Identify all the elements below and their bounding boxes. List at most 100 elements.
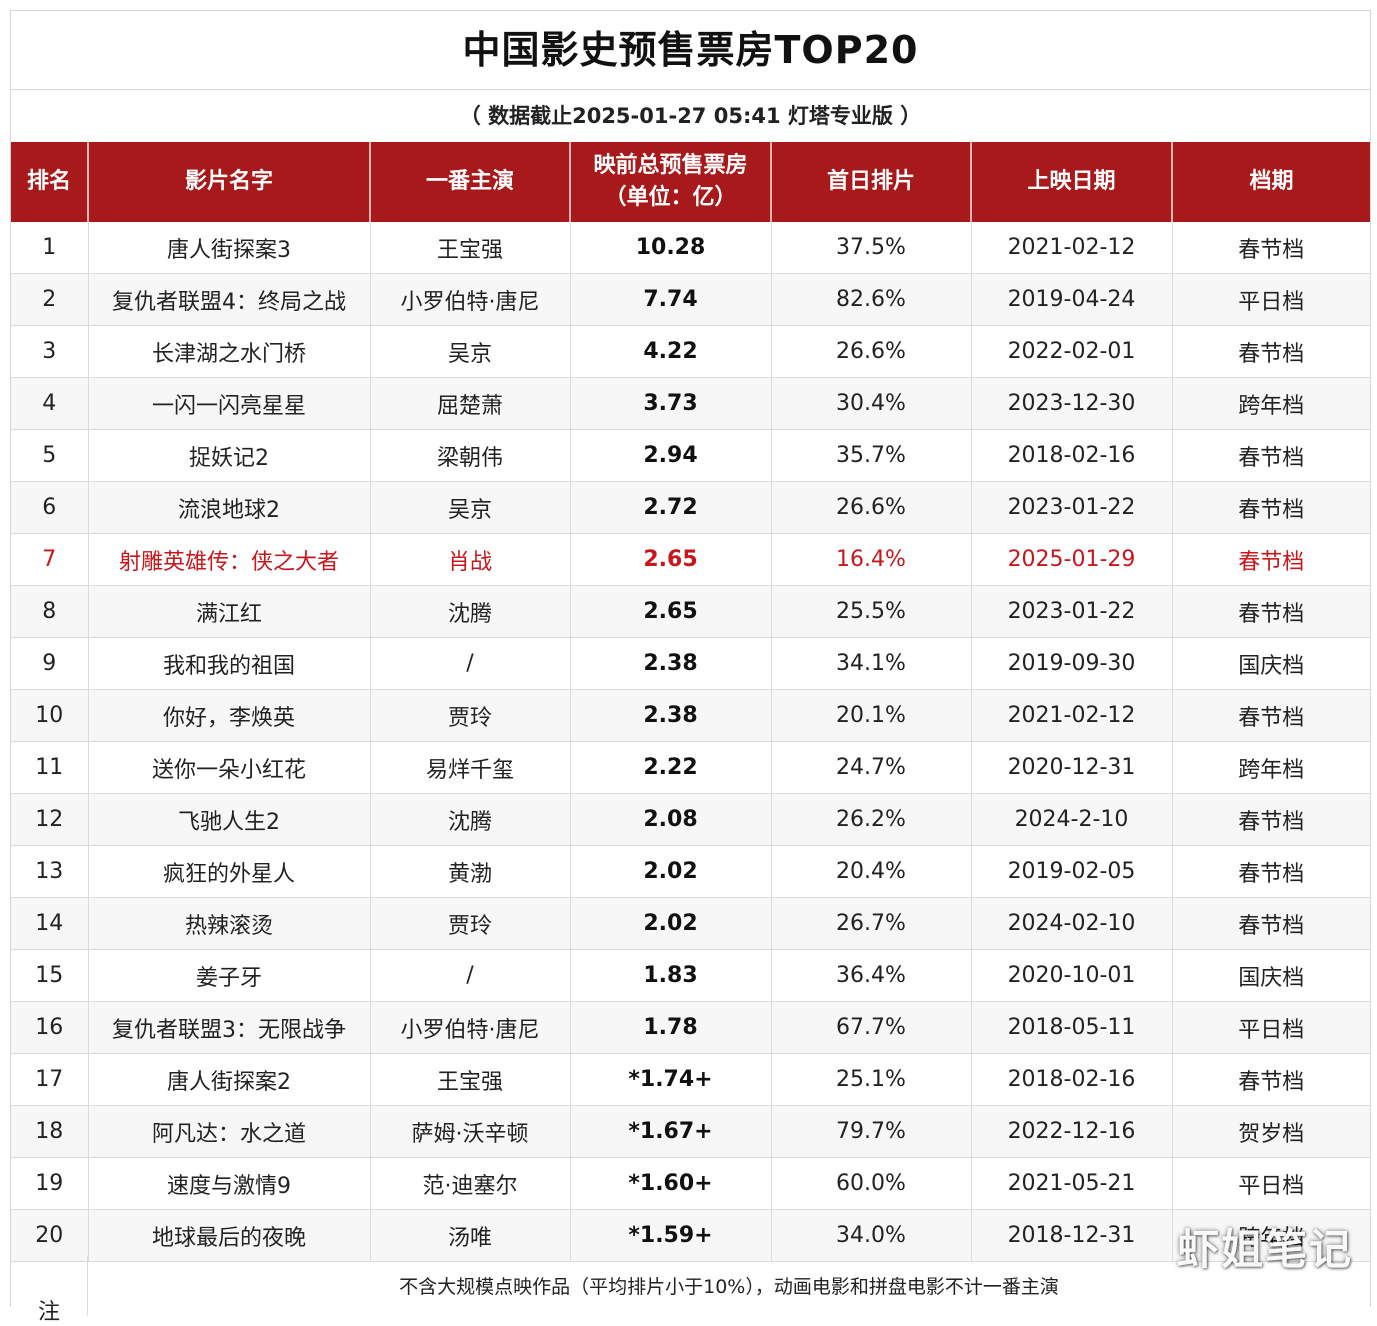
cell-lead-actor: 吴京 bbox=[370, 481, 571, 534]
cell-rank: 17 bbox=[11, 1053, 89, 1106]
cell-film-name: 唐人街探案2 bbox=[88, 1053, 371, 1106]
header-presale: 映前总预售票房 （单位：亿） bbox=[570, 142, 772, 222]
cell-lead-actor: 肖战 bbox=[370, 533, 571, 586]
cell-film-name: 飞驰人生2 bbox=[88, 793, 371, 846]
cell-presale: 2.65 bbox=[570, 585, 772, 638]
cell-rank: 18 bbox=[11, 1105, 89, 1158]
presale-ranking-table: 排名 影片名字 一番主演 映前总预售票房 （单位：亿） 首日排片 上映日期 档期… bbox=[11, 142, 1370, 1262]
table-row: 9 我和我的祖国/2.38 34.1% 2019-09-30 国庆档 bbox=[11, 637, 1370, 690]
table-row: 1 唐人街探案3 王宝强 10.28 37.5% 2021-02-12 春节档 bbox=[11, 222, 1370, 274]
cell-release-slot: 春节档 bbox=[1172, 897, 1370, 950]
cell-release-date: 2018-12-31 bbox=[971, 1209, 1173, 1262]
cell-presale: *1.59+ bbox=[570, 1209, 772, 1262]
cell-rank: 20 bbox=[11, 1209, 89, 1262]
cell-presale: 7.74 bbox=[570, 273, 772, 326]
header-lead-actor: 一番主演 bbox=[370, 142, 571, 222]
cell-presale: 2.38 bbox=[570, 689, 772, 742]
cell-release-slot: 春节档 bbox=[1172, 689, 1370, 742]
cell-first-day-share: 35.7% bbox=[771, 429, 972, 482]
cell-rank: 15 bbox=[11, 949, 89, 1002]
table-row: 5 捉妖记2 梁朝伟 2.94 35.7% 2018-02-16 春节档 bbox=[11, 429, 1370, 482]
cell-presale: 2.22 bbox=[570, 741, 772, 794]
cell-release-slot: 春节档 bbox=[1172, 1053, 1370, 1106]
cell-film-name: 地球最后的夜晚 bbox=[88, 1209, 371, 1262]
cell-rank: 12 bbox=[11, 793, 89, 846]
cell-first-day-share: 36.4% bbox=[771, 949, 972, 1002]
cell-release-date: 2020-12-31 bbox=[971, 741, 1173, 794]
cell-release-slot: 春节档 bbox=[1172, 481, 1370, 534]
cell-film-name: 疯狂的外星人 bbox=[88, 845, 371, 898]
note-row: 注 不含大规模点映作品（平均排片小于10%），动画电影和拼盘电影不计一番主演 bbox=[11, 1256, 1370, 1325]
cell-rank: 14 bbox=[11, 897, 89, 950]
cell-lead-actor: 吴京 bbox=[370, 325, 571, 378]
cell-rank: 13 bbox=[11, 845, 89, 898]
table-row: 4 一闪一闪亮星星 屈楚萧 3.73 30.4% 2023-12-30 跨年档 bbox=[11, 377, 1370, 430]
table-row: 2 复仇者联盟4：终局之战 小罗伯特·唐尼 7.74 82.6% 2019-04-24 平日… bbox=[11, 273, 1370, 326]
table-row: 13 疯狂的外星人 黄渤 2.02 20.4% 2019-02-05 春节档 bbox=[11, 845, 1370, 898]
cell-lead-actor: 贾玲 bbox=[370, 689, 571, 742]
header-presale-line2: （单位：亿） bbox=[604, 185, 737, 210]
cell-release-slot: 平日档 bbox=[1172, 1001, 1370, 1054]
cell-lead-actor: 小罗伯特·唐尼 bbox=[370, 273, 571, 326]
cell-first-day-share: 79.7% bbox=[771, 1105, 972, 1158]
cell-rank: 1 bbox=[11, 222, 89, 274]
cell-lead-actor: 王宝强 bbox=[370, 1053, 571, 1106]
cell-release-date: 2018-05-11 bbox=[971, 1001, 1173, 1054]
cell-presale: 2.94 bbox=[570, 429, 772, 482]
cell-first-day-share: 67.7% bbox=[771, 1001, 972, 1054]
cell-first-day-share: 30.4% bbox=[771, 377, 972, 430]
table-header-row: 排名 影片名字 一番主演 映前总预售票房 （单位：亿） 首日排片 上映日期 档期 bbox=[11, 142, 1370, 222]
cell-release-date: 2018-02-16 bbox=[971, 1053, 1173, 1106]
cell-lead-actor: 屈楚萧 bbox=[370, 377, 571, 430]
header-film-name: 影片名字 bbox=[88, 142, 371, 222]
cell-rank: 2 bbox=[11, 273, 89, 326]
table-row: 20 地球最后的夜晚 汤唯 *1.59+ 34.0% 2018-12-31 跨年档 bbox=[11, 1209, 1370, 1262]
cell-release-date: 2023-01-22 bbox=[971, 585, 1173, 638]
table-row: 15 姜子牙/1.83 36.4% 2020-10-01 国庆档 bbox=[11, 949, 1370, 1002]
cell-presale: 1.78 bbox=[570, 1001, 772, 1054]
cell-release-slot: 贺岁档 bbox=[1172, 1105, 1370, 1158]
cell-release-slot: 跨年档 bbox=[1172, 1209, 1370, 1262]
cell-film-name: 一闪一闪亮星星 bbox=[88, 377, 371, 430]
cell-lead-actor: 沈腾 bbox=[370, 793, 571, 846]
cell-release-date: 2022-02-01 bbox=[971, 325, 1173, 378]
cell-first-day-share: 26.6% bbox=[771, 481, 972, 534]
cell-release-date: 2024-2-10 bbox=[971, 793, 1173, 846]
cell-lead-actor: / bbox=[370, 949, 571, 1002]
cell-rank: 16 bbox=[11, 1001, 89, 1054]
cell-release-date: 2021-02-12 bbox=[971, 222, 1173, 274]
cell-release-slot: 平日档 bbox=[1172, 273, 1370, 326]
cell-presale: 1.83 bbox=[570, 949, 772, 1002]
cell-film-name: 送你一朵小红花 bbox=[88, 741, 371, 794]
header-first-day-share: 首日排片 bbox=[771, 142, 972, 222]
cell-release-date: 2023-12-30 bbox=[971, 377, 1173, 430]
cell-film-name: 姜子牙 bbox=[88, 949, 371, 1002]
cell-lead-actor: 萨姆·沃辛顿 bbox=[370, 1105, 571, 1158]
cell-film-name: 热辣滚烫 bbox=[88, 897, 371, 950]
cell-release-date: 2022-12-16 bbox=[971, 1105, 1173, 1158]
table-row: 3 长津湖之水门桥 吴京 4.22 26.6% 2022-02-01 春节档 bbox=[11, 325, 1370, 378]
header-release-date: 上映日期 bbox=[971, 142, 1173, 222]
cell-first-day-share: 25.1% bbox=[771, 1053, 972, 1106]
cell-release-date: 2021-02-12 bbox=[971, 689, 1173, 742]
cell-release-date: 2025-01-29 bbox=[971, 533, 1173, 586]
cell-first-day-share: 82.6% bbox=[771, 273, 972, 326]
cell-presale: 2.72 bbox=[570, 481, 772, 534]
table-row: 19 速度与激情9 范·迪塞尔 *1.60+ 60.0% 2021-05-21 平日档 bbox=[11, 1157, 1370, 1210]
cell-presale: 4.22 bbox=[570, 325, 772, 378]
cell-first-day-share: 34.1% bbox=[771, 637, 972, 690]
cell-release-slot: 春节档 bbox=[1172, 533, 1370, 586]
cell-rank: 8 bbox=[11, 585, 89, 638]
table-body: 1 唐人街探案3 王宝强 10.28 37.5% 2021-02-12 春节档 2 复仇者联盟4… bbox=[11, 222, 1370, 1262]
cell-presale: 2.02 bbox=[570, 845, 772, 898]
cell-presale: 10.28 bbox=[570, 222, 772, 274]
cell-film-name: 复仇者联盟4：终局之战 bbox=[88, 273, 371, 326]
table-row: 14 热辣滚烫 贾玲 2.02 26.7% 2024-02-10 春节档 bbox=[11, 897, 1370, 950]
table-row: 8 满江红 沈腾 2.65 25.5% 2023-01-22 春节档 bbox=[11, 585, 1370, 638]
cell-lead-actor: / bbox=[370, 637, 571, 690]
cell-presale: 2.02 bbox=[570, 897, 772, 950]
cell-film-name: 射雕英雄传：侠之大者 bbox=[88, 533, 371, 586]
cell-release-date: 2021-05-21 bbox=[971, 1157, 1173, 1210]
cell-presale: *1.60+ bbox=[570, 1157, 772, 1210]
cell-film-name: 捉妖记2 bbox=[88, 429, 371, 482]
